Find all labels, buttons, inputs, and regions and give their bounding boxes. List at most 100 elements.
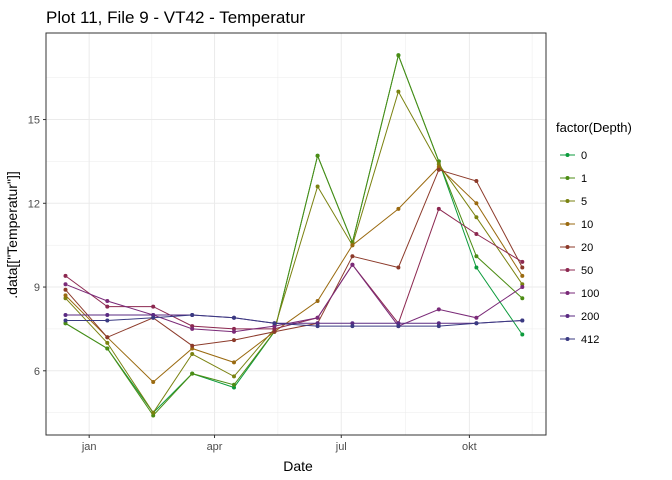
legend-label: 20 — [581, 242, 593, 254]
legend-label: 1 — [581, 173, 587, 185]
data-point — [474, 321, 479, 326]
legend-item-0: 0 — [560, 150, 587, 162]
legend-item-20: 20 — [560, 242, 593, 254]
data-point — [190, 343, 195, 348]
data-point — [520, 273, 525, 278]
data-point — [436, 206, 441, 211]
series-line — [65, 263, 523, 333]
legend-label: 5 — [581, 196, 587, 208]
panel-background — [46, 33, 546, 435]
legend-title: factor(Depth) — [556, 120, 632, 135]
data-point — [232, 360, 236, 365]
legend-item-412: 412 — [560, 334, 599, 346]
data-point — [232, 382, 236, 387]
legend-label: 100 — [581, 288, 599, 300]
data-point — [151, 410, 156, 415]
data-point — [63, 282, 68, 287]
data-point — [315, 324, 320, 329]
data-point — [315, 315, 320, 320]
legend-item-50: 50 — [560, 265, 593, 277]
data-point — [190, 346, 195, 351]
legend-key-point — [565, 176, 570, 180]
data-point — [396, 53, 401, 58]
data-point — [105, 304, 110, 309]
legend-label: 200 — [581, 311, 599, 323]
data-point — [396, 206, 401, 211]
data-point — [474, 201, 479, 206]
data-point — [520, 285, 525, 289]
data-point — [350, 262, 355, 267]
legend-key-point — [565, 153, 570, 157]
data-point — [63, 273, 68, 278]
data-point — [436, 324, 441, 329]
data-point — [232, 374, 236, 379]
data-point — [63, 293, 68, 298]
data-point — [105, 340, 110, 345]
data-point — [315, 153, 320, 158]
legend-key-point — [565, 337, 570, 341]
data-point — [105, 313, 110, 317]
data-point — [315, 321, 320, 326]
data-point — [190, 326, 195, 331]
data-point — [474, 265, 479, 270]
data-point — [105, 335, 110, 340]
data-point — [436, 321, 441, 326]
plot-panel — [45, 32, 547, 436]
legend-key-point — [565, 199, 570, 203]
data-point — [520, 318, 525, 323]
data-point — [436, 162, 441, 167]
data-point — [315, 184, 320, 189]
data-point — [520, 296, 525, 301]
x-tick-label: apr — [207, 441, 223, 453]
data-point — [63, 296, 68, 301]
data-point — [350, 321, 355, 326]
legend-key-point — [565, 314, 570, 318]
data-point — [190, 324, 195, 329]
legend-label: 412 — [581, 334, 599, 346]
data-point — [520, 259, 525, 264]
x-tick-label: jul — [335, 441, 347, 453]
legend-key-point — [565, 245, 570, 249]
data-point — [190, 352, 195, 356]
series-20 — [63, 167, 525, 348]
data-point — [520, 265, 525, 270]
legend-item-1: 1 — [560, 173, 587, 185]
data-point — [272, 329, 277, 334]
data-point — [63, 321, 68, 326]
series-1 — [63, 53, 525, 418]
data-point — [474, 232, 479, 236]
legend-label: 0 — [581, 150, 587, 162]
data-point — [520, 332, 525, 337]
data-point — [105, 346, 110, 351]
data-point — [232, 329, 236, 334]
data-point — [315, 299, 320, 303]
data-point — [396, 265, 401, 270]
chart-title: Plot 11, File 9 - VT42 - Temperatur — [46, 8, 306, 27]
data-point — [190, 313, 195, 317]
data-point — [272, 321, 277, 326]
data-point — [63, 287, 68, 292]
data-point — [396, 321, 401, 326]
data-point — [151, 315, 156, 320]
data-point — [350, 243, 355, 248]
series-line — [65, 53, 523, 417]
legend-label: 10 — [581, 219, 593, 231]
data-point — [350, 254, 355, 259]
data-point — [272, 326, 277, 331]
series-line — [65, 166, 523, 383]
legend-items: 0 1 5 10 20 50 100 200 412 — [560, 150, 599, 346]
legend: factor(Depth) 0 1 5 10 20 50 100 200 412 — [556, 120, 632, 346]
data-point — [272, 324, 277, 329]
legend-key-point — [565, 291, 570, 295]
data-point — [63, 313, 68, 317]
y-axis: 6 9 12 15 — [28, 115, 46, 378]
panel-border — [45, 32, 547, 436]
series-line — [65, 314, 523, 324]
data-point — [350, 324, 355, 329]
x-tick-label: jan — [81, 441, 97, 453]
data-point — [396, 89, 401, 94]
x-axis-title: Date — [283, 458, 313, 474]
data-point — [151, 313, 156, 317]
y-tick-label: 15 — [28, 115, 40, 127]
